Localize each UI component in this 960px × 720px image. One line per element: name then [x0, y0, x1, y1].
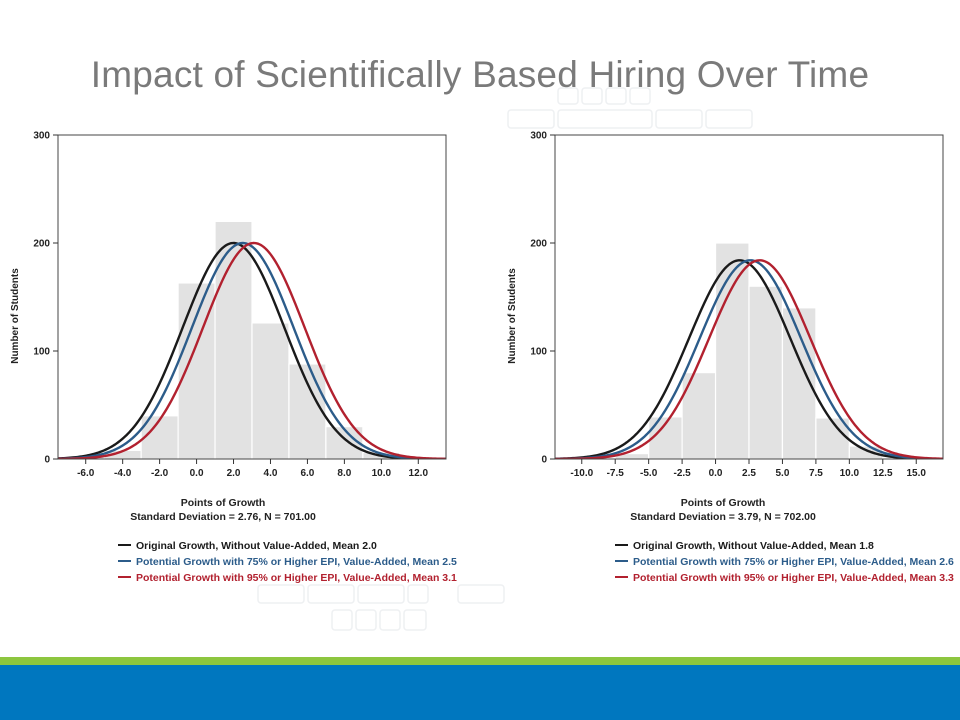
legend-item-original: Original Growth, Without Value-Added, Me… — [615, 538, 954, 554]
x-tick-label: -6.0 — [77, 468, 95, 479]
legend-label: Original Growth, Without Value-Added, Me… — [136, 540, 377, 552]
x-tick-label: -7.5 — [607, 468, 625, 479]
histogram-chart-left: 0 100 200 300 -6.0 -4.0 -2.0 0.0 2.0 4.0 6.0 8.0 10.… — [8, 128, 458, 598]
histogram-chart-right: 0 100 200 300 -10.0 -7.5 -5.0 -2.5 0.0 2.5 5.0 7.5 1… — [505, 128, 955, 598]
x-tick-label: 0.0 — [709, 468, 723, 479]
histogram-bar — [288, 363, 327, 459]
x-tick-label: -10.0 — [570, 468, 593, 479]
x-tick-label: 12.5 — [873, 468, 893, 479]
legend-swatch — [615, 560, 628, 563]
legend-label: Potential Growth with 75% or Higher EPI,… — [136, 556, 457, 568]
x-tick-label: -5.0 — [640, 468, 658, 479]
legend-label: Potential Growth with 95% or Higher EPI,… — [633, 572, 954, 584]
legend-label: Potential Growth with 75% or Higher EPI,… — [633, 556, 954, 568]
x-tick-label: 5.0 — [775, 468, 789, 479]
plot-content — [58, 220, 446, 459]
chart-plot-area: 0 100 200 300 -6.0 -4.0 -2.0 0.0 2.0 4.0 6.0 8.0 10.… — [33, 131, 447, 479]
legend-item-epi75: Potential Growth with 75% or Higher EPI,… — [615, 554, 954, 570]
legend-swatch — [118, 544, 131, 547]
series-line — [58, 241, 446, 459]
chart-stats: Standard Deviation = 3.79, N = 702.00 — [630, 511, 816, 523]
series-line — [58, 241, 446, 459]
series-line — [555, 259, 943, 459]
legend-label: Original Growth, Without Value-Added, Me… — [633, 540, 874, 552]
x-tick-label: -2.5 — [673, 468, 691, 479]
page-title: Impact of Scientifically Based Hiring Ov… — [90, 54, 870, 95]
histogram-bar — [815, 417, 850, 459]
y-tick-label: 0 — [541, 455, 547, 466]
x-tick-label: 0.0 — [190, 468, 204, 479]
histogram-bar — [251, 322, 290, 459]
x-axis-label: Points of Growth — [180, 497, 266, 509]
legend-swatch — [615, 544, 628, 547]
x-tick-label: -4.0 — [114, 468, 132, 479]
y-tick-label: 100 — [33, 347, 50, 358]
histogram-bar — [214, 220, 253, 459]
footer-blue-band — [0, 665, 960, 720]
x-axis-label: Points of Growth — [680, 497, 766, 509]
y-tick-label: 0 — [44, 455, 50, 466]
series-line — [555, 259, 943, 459]
legend-swatch — [118, 560, 131, 563]
y-axis-label: Number of Students — [10, 268, 21, 364]
legend-item-epi95: Potential Growth with 95% or Higher EPI,… — [118, 570, 457, 586]
y-tick-label: 300 — [530, 131, 547, 142]
y-tick-label: 200 — [33, 239, 50, 250]
y-tick-label: 200 — [530, 239, 547, 250]
legend-swatch — [615, 576, 628, 579]
legend-swatch — [118, 576, 131, 579]
x-tick-label: 7.5 — [809, 468, 823, 479]
legend-item-original: Original Growth, Without Value-Added, Me… — [118, 538, 457, 554]
legend-item-epi75: Potential Growth with 75% or Higher EPI,… — [118, 554, 457, 570]
x-tick-label: 4.0 — [264, 468, 278, 479]
chart-legend: Original Growth, Without Value-Added, Me… — [615, 538, 954, 586]
y-tick-label: 100 — [530, 347, 547, 358]
x-tick-label: 6.0 — [300, 468, 314, 479]
legend-item-epi95: Potential Growth with 95% or Higher EPI,… — [615, 570, 954, 586]
footer-green-band — [0, 657, 960, 665]
plot-content — [555, 242, 943, 459]
x-tick-label: -2.0 — [151, 468, 169, 479]
x-tick-label: 15.0 — [907, 468, 927, 479]
plot-frame — [57, 134, 447, 460]
chart-stats: Standard Deviation = 2.76, N = 701.00 — [130, 511, 316, 523]
x-tick-label: 8.0 — [337, 468, 351, 479]
chart-plot-area: 0 100 200 300 -10.0 -7.5 -5.0 -2.5 0.0 2.5 5.0 7.5 1… — [530, 131, 944, 479]
series-line — [58, 241, 446, 459]
x-tick-label: 2.5 — [742, 468, 756, 479]
histogram-bar — [748, 285, 784, 459]
x-tick-label: 10.0 — [840, 468, 860, 479]
legend-label: Potential Growth with 95% or Higher EPI,… — [136, 572, 457, 584]
y-tick-label: 300 — [33, 131, 50, 142]
histogram-bar — [848, 445, 884, 459]
x-tick-label: 10.0 — [372, 468, 392, 479]
histogram-bar — [714, 242, 750, 459]
chart-legend: Original Growth, Without Value-Added, Me… — [118, 538, 457, 586]
y-axis-label: Number of Students — [507, 268, 518, 364]
x-tick-label: 2.0 — [227, 468, 241, 479]
x-tick-label: 12.0 — [409, 468, 429, 479]
